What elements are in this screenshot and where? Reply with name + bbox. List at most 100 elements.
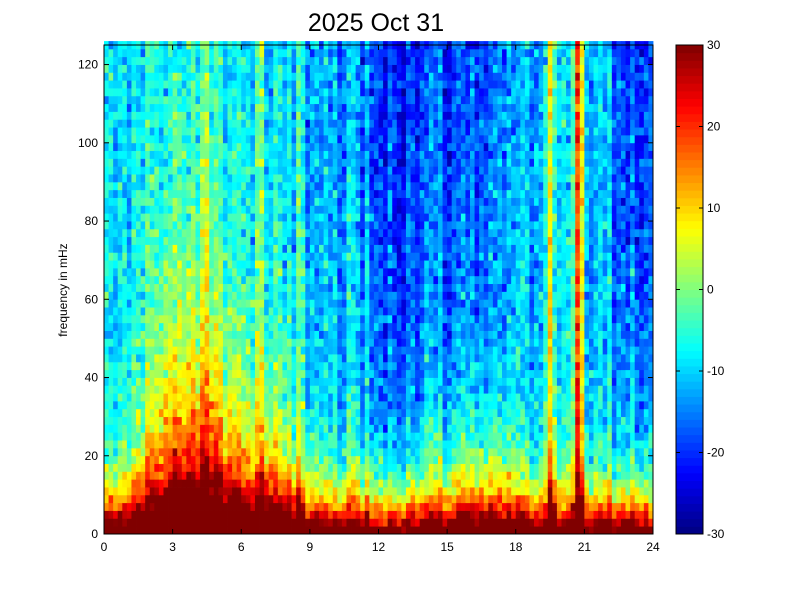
heatmap-cell [401, 103, 407, 112]
heatmap-cell [323, 455, 329, 464]
heatmap-cell [241, 158, 247, 167]
heatmap-cell [250, 479, 256, 488]
heatmap-cell [337, 88, 343, 97]
heatmap-cell [200, 432, 206, 441]
heatmap-cell [232, 354, 238, 363]
heatmap-cell [319, 95, 324, 105]
heatmap-cell [259, 103, 265, 112]
heatmap-cell [346, 385, 352, 394]
heatmap-cell [136, 158, 141, 167]
heatmap-cell [305, 526, 311, 535]
heatmap-cell [218, 197, 224, 206]
heatmap-cell [241, 322, 247, 331]
heatmap-cell [437, 205, 443, 214]
heatmap-cell [360, 111, 366, 120]
heatmap-cell [460, 244, 466, 253]
heatmap-cell [378, 252, 384, 261]
heatmap-cell [364, 283, 370, 292]
heatmap-cell [158, 314, 164, 324]
heatmap-cell [456, 291, 462, 300]
heatmap-cell [204, 432, 210, 441]
heatmap-cell [145, 228, 151, 238]
heatmap-cell [392, 416, 398, 425]
heatmap-cell [213, 228, 219, 238]
heatmap-cell [264, 393, 270, 402]
heatmap-cell [158, 134, 164, 144]
heatmap-cell [309, 103, 315, 112]
heatmap-cell [245, 330, 251, 339]
heatmap-cell [200, 526, 206, 535]
heatmap-cell [227, 494, 233, 504]
heatmap-cell [195, 510, 201, 519]
heatmap-cell [437, 283, 443, 292]
heatmap-cell [273, 64, 279, 73]
heatmap-cell [364, 502, 370, 511]
heatmap-cell [456, 197, 462, 206]
heatmap-cell [104, 400, 109, 410]
heatmap-cell [465, 463, 471, 472]
heatmap-cell [181, 64, 187, 73]
heatmap-cell [241, 440, 247, 449]
heatmap-cell [351, 205, 357, 214]
heatmap-cell [186, 400, 192, 410]
heatmap-cell [456, 103, 462, 112]
heatmap-cell [222, 158, 228, 167]
heatmap-cell [241, 518, 247, 527]
heatmap-cell [204, 88, 210, 97]
heatmap-cell [323, 166, 329, 175]
heatmap-cell [451, 88, 457, 97]
heatmap-cell [254, 518, 260, 527]
heatmap-cell [456, 275, 462, 285]
heatmap-cell [364, 80, 370, 89]
heatmap-cell [305, 463, 311, 472]
heatmap-cell [232, 181, 238, 191]
heatmap-cell [122, 127, 128, 136]
heatmap-cell [291, 463, 297, 472]
heatmap-cell [149, 275, 155, 285]
heatmap-cell [145, 72, 151, 81]
heatmap-cell [387, 494, 393, 504]
heatmap-cell [168, 385, 174, 394]
heatmap-cell [296, 494, 302, 504]
heatmap-cell [222, 189, 228, 198]
heatmap-cell [209, 111, 215, 120]
heatmap-cell [282, 455, 288, 464]
heatmap-cell [131, 440, 137, 449]
heatmap-cell [136, 346, 141, 355]
heatmap-cell [451, 432, 457, 441]
heatmap-cell [456, 181, 462, 191]
heatmap-cell [117, 64, 123, 73]
heatmap-cell [140, 64, 146, 73]
heatmap-cell [465, 510, 471, 519]
heatmap-cell [387, 283, 393, 292]
heatmap-cell [264, 455, 270, 464]
heatmap-cell [195, 455, 201, 464]
heatmap-cell [177, 369, 183, 378]
heatmap-cell [282, 64, 288, 73]
heatmap-cell [190, 354, 196, 363]
heatmap-cell [259, 181, 265, 191]
heatmap-cell [424, 385, 430, 394]
heatmap-cell [241, 299, 247, 308]
heatmap-cell [410, 48, 416, 58]
heatmap-cell [383, 354, 389, 363]
heatmap-cell [346, 158, 352, 167]
heatmap-cell [387, 361, 393, 371]
heatmap-cell [460, 479, 466, 488]
heatmap-cell [287, 142, 292, 152]
heatmap-cell [104, 487, 109, 496]
heatmap-cell [131, 134, 137, 144]
heatmap-cell [323, 48, 329, 58]
heatmap-cell [396, 518, 402, 527]
heatmap-cell [145, 260, 151, 269]
heatmap-cell [154, 526, 160, 535]
heatmap-cell [163, 400, 169, 410]
heatmap-cell [355, 111, 361, 120]
heatmap-cell [195, 103, 201, 112]
heatmap-cell [305, 322, 311, 331]
heatmap-cell [360, 244, 366, 253]
heatmap-cell [319, 455, 324, 464]
heatmap-cell [277, 142, 283, 152]
heatmap-cell [305, 267, 311, 277]
heatmap-cell [387, 205, 393, 214]
